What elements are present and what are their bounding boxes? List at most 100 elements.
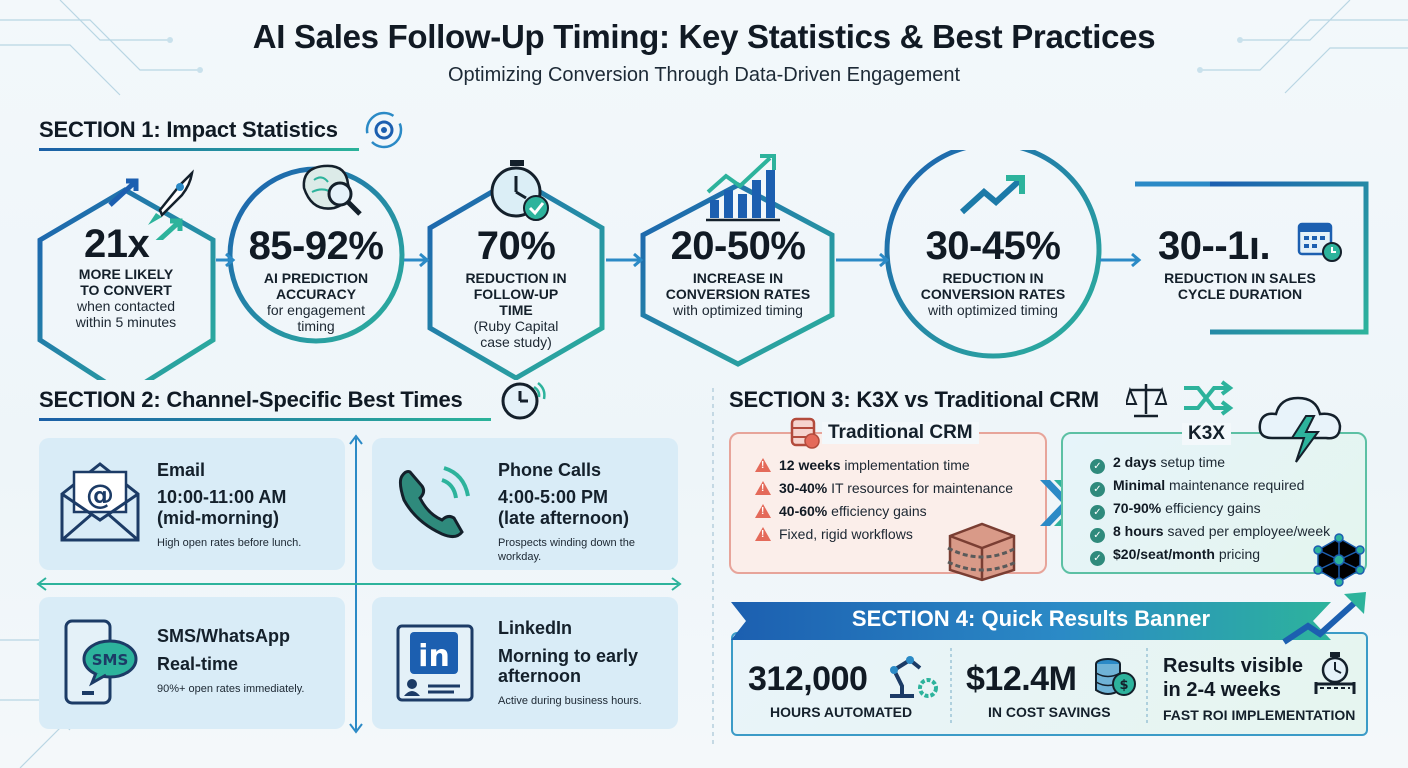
result-value-hours: 312,000 — [748, 660, 868, 698]
channel-name-sms: SMS/WhatsApp — [157, 626, 290, 646]
k3x-item-1: ✓ 2 days setup time — [1090, 454, 1225, 474]
stat-value-3: 70% — [476, 224, 556, 268]
chained-box-icon — [947, 522, 1017, 582]
warning-icon — [755, 458, 771, 472]
stat-value-2: 85-92% — [248, 224, 384, 268]
stat-card-6: 30--1ı. REDUCTION IN SALES CYCLE DURATIO… — [1150, 222, 1330, 302]
stat-detail-5: with optimized timing — [928, 302, 1058, 318]
result-label-savings: IN COST SAVINGS — [988, 704, 1111, 720]
stat-card-5: 30-45% REDUCTION IN CONVERSION RATES wit… — [900, 222, 1086, 318]
channel-time-email-2: (mid-morning) — [157, 508, 279, 528]
check-icon: ✓ — [1090, 528, 1105, 543]
page-subtitle: Optimizing Conversion Through Data-Drive… — [447, 64, 961, 86]
section2-heading: SECTION 2: Channel-Specific Best Times — [39, 387, 463, 412]
channel-name-phone: Phone Calls — [498, 460, 602, 480]
channel-desc-sms: 90%+ open rates immediately. — [157, 683, 305, 695]
traditional-crm-title: Traditional CRM — [822, 422, 979, 444]
check-icon: ✓ — [1090, 482, 1105, 497]
envelope-icon: @ — [60, 462, 140, 542]
stat-value-6: 30--1ı. — [1158, 224, 1271, 268]
channel-desc-linkedin: Active during business hours. — [498, 695, 642, 707]
section-divider — [712, 388, 714, 748]
stat-value-4: 20-50% — [670, 224, 806, 268]
stat-label-1: MORE LIKELY TO CONVERT — [78, 266, 174, 298]
channel-quadrant-axes — [36, 434, 682, 734]
section1-heading: SECTION 1: Impact Statistics — [39, 117, 338, 142]
phone-icon — [398, 466, 470, 539]
stat-detail-2: for engagement timing — [266, 302, 366, 334]
network-node-icon — [1313, 533, 1365, 587]
cloud-lightning-icon — [1258, 396, 1342, 463]
svg-text:SMS: SMS — [92, 651, 129, 669]
stat-detail-4: with optimized timing — [673, 302, 803, 318]
svg-text:$: $ — [1119, 678, 1128, 693]
stat-detail-1: when contacted within 5 minutes — [75, 298, 177, 330]
server-icon — [790, 417, 820, 449]
channel-time-linkedin-2: afternoon — [498, 666, 581, 686]
results-divider-2 — [1146, 648, 1148, 724]
k3x-item-3: ✓ 70-90% efficiency gains — [1090, 500, 1261, 520]
stat-card-1: 21x MORE LIKELY TO CONVERT when contacte… — [46, 222, 206, 330]
channel-name-email: Email — [157, 460, 206, 480]
channel-time-phone-2: (late afternoon) — [498, 508, 630, 528]
result-value-weeks-2: in 2-4 weeks — [1163, 679, 1281, 701]
scale-shuffle-icon — [1126, 380, 1234, 418]
linkedin-icon: in — [396, 624, 474, 702]
warning-icon — [755, 504, 771, 518]
trad-item-1: 12 weeks implementation time — [755, 457, 970, 473]
clock-icon — [501, 382, 546, 420]
stat-detail-3: (Ruby Capital case study) — [473, 318, 559, 350]
stopwatch-finish-icon — [1314, 652, 1356, 694]
section4-heading: SECTION 4: Quick Results Banner — [851, 606, 1211, 631]
result-label-roi: FAST ROI IMPLEMENTATION — [1163, 707, 1356, 723]
check-icon: ✓ — [1090, 459, 1105, 474]
svg-text:in: in — [418, 639, 450, 674]
calendar-clock-icon — [1297, 222, 1342, 262]
stat-label-5: REDUCTION IN CONVERSION RATES — [920, 270, 1066, 302]
k3x-title: K3X — [1182, 423, 1231, 445]
stat-value-1: 21x — [84, 222, 150, 266]
stat-label-3: REDUCTION IN FOLLOW-UP TIME — [465, 270, 567, 318]
brain-search-icon — [302, 164, 362, 216]
stat-label-2: AI PREDICTION ACCURACY — [263, 270, 369, 302]
channel-time-linkedin-1: Morning to early — [498, 646, 639, 666]
k3x-item-2: ✓ Minimal maintenance required — [1090, 477, 1304, 497]
channel-time-email-1: 10:00-11:00 AM — [157, 487, 287, 507]
rocket-icon — [108, 169, 194, 240]
coin-stack-icon: $ — [1095, 658, 1136, 696]
section1-underline — [39, 148, 359, 151]
result-label-hours: HOURS AUTOMATED — [770, 704, 913, 720]
page-title: AI Sales Follow-Up Timing: Key Statistic… — [252, 18, 1156, 55]
trad-item-3: 40-60% efficiency gains — [755, 503, 927, 519]
channel-time-phone-1: 4:00-5:00 PM — [498, 487, 609, 507]
sms-phone-icon: SMS — [64, 619, 138, 705]
results-divider-1 — [950, 648, 952, 724]
channel-desc-phone: Prospects winding down the workday. — [498, 537, 635, 563]
k3x-item-4: ✓ 8 hours saved per employee/week — [1090, 523, 1330, 543]
stat-label-4: INCREASE IN CONVERSION RATES — [665, 270, 811, 302]
trad-item-4: Fixed, rigid workflows — [755, 526, 913, 542]
stat-label-6: REDUCTION IN SALES CYCLE DURATION — [1164, 270, 1316, 302]
k3x-item-5: ✓ $20/seat/month pricing — [1090, 546, 1260, 566]
stopwatch-check-icon — [490, 160, 549, 221]
stat-card-2: 85-92% AI PREDICTION ACCURACY for engage… — [236, 222, 396, 334]
section3-heading: SECTION 3: K3X vs Traditional CRM — [729, 387, 1099, 412]
channel-name-linkedin: LinkedIn — [498, 618, 573, 638]
result-value-savings: $12.4M — [966, 660, 1077, 698]
quick-results-ribbon — [731, 602, 1331, 640]
svg-text:@: @ — [86, 478, 114, 511]
channel-time-sms: Real-time — [157, 654, 239, 674]
gear-cycle-icon — [365, 111, 403, 149]
channel-desc-email: High open rates before lunch. — [157, 537, 302, 549]
robot-arm-gear-icon — [890, 656, 938, 698]
trend-up-arrow-icon — [959, 175, 1025, 215]
warning-icon — [755, 481, 771, 495]
trad-item-2: 30-40% IT resources for maintenance — [755, 480, 1013, 496]
bar-chart-growth-icon — [706, 154, 780, 222]
stat-card-3: 70% REDUCTION IN FOLLOW-UP TIME (Ruby Ca… — [436, 222, 596, 350]
growth-arrow-icon — [1282, 592, 1366, 645]
warning-icon — [755, 527, 771, 541]
result-value-weeks-1: Results visible — [1163, 655, 1304, 677]
stat-value-5: 30-45% — [925, 224, 1061, 268]
check-icon: ✓ — [1090, 551, 1105, 566]
